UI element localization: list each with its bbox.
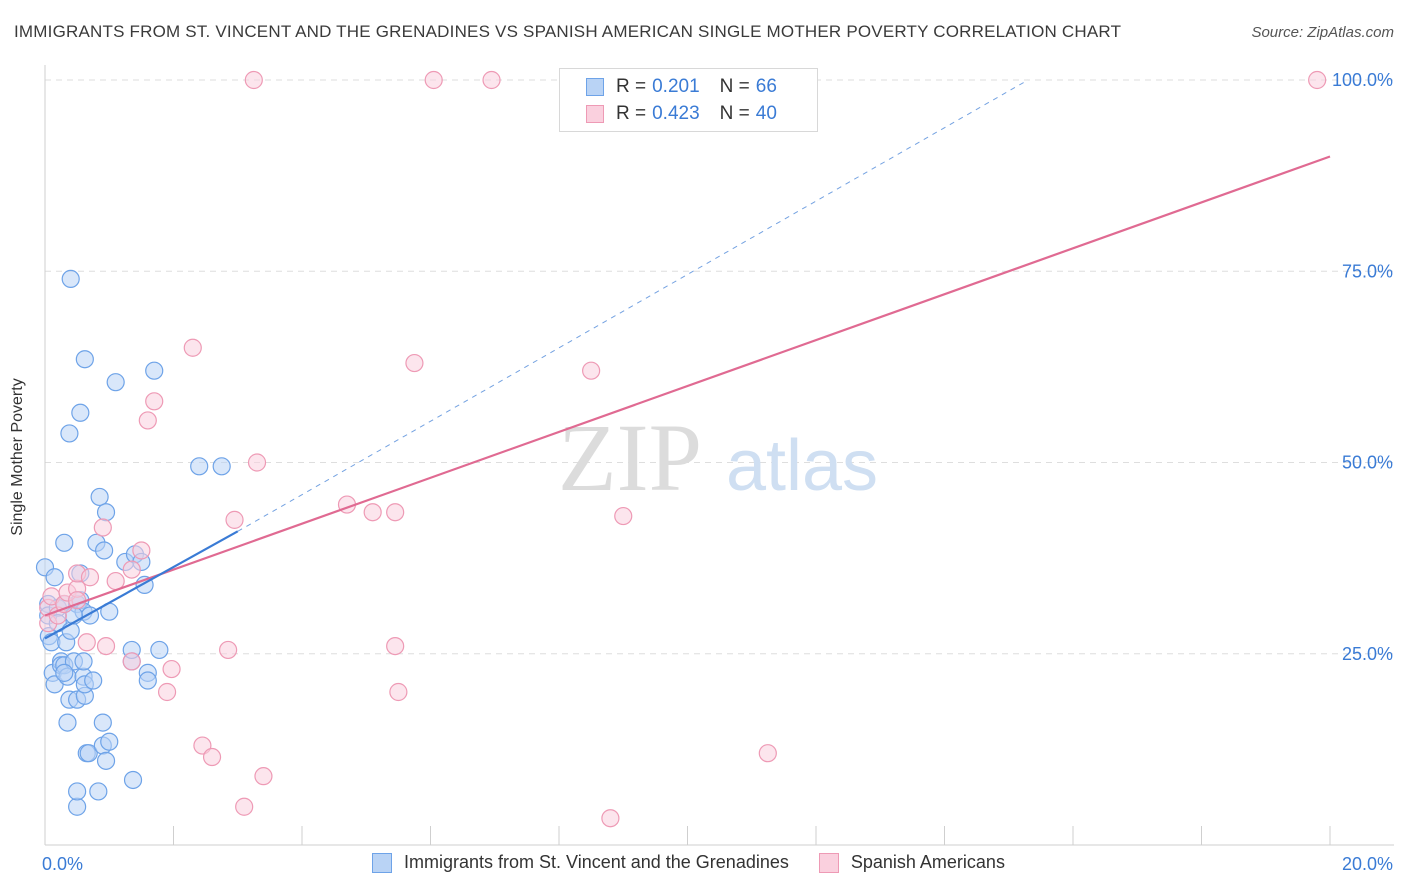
immigrants-point (58, 713, 77, 732)
immigrants-point (138, 671, 157, 690)
series-immigrants-points (35, 269, 231, 816)
spanish-point (80, 568, 100, 587)
spanish-point (254, 767, 273, 786)
immigrants-point (45, 568, 64, 587)
legend-r-value-spanish: 0.423 (652, 103, 700, 124)
immigrants-point (71, 403, 90, 422)
legend-r-label: R = (616, 103, 647, 124)
immigrants-point (55, 663, 74, 682)
spanish-point (162, 659, 181, 679)
immigrants-point (55, 533, 74, 552)
spanish-point (386, 636, 405, 656)
tick-labels: 25.0% 50.0% 75.0% 100.0% 0.0% 20.0% (42, 70, 1393, 874)
series-spanish-points (39, 70, 1327, 828)
spanish-point (424, 70, 443, 90)
spanish-point (219, 640, 238, 660)
immigrants-point (89, 782, 108, 801)
series-legend-swatch-pink (818, 852, 839, 873)
immigrants-point (68, 797, 87, 816)
spanish-point (145, 392, 164, 411)
spanish-point (183, 338, 202, 357)
immigrants-point (90, 487, 109, 507)
spanish-point (482, 70, 501, 90)
x-tick-label: 20.0% (1342, 854, 1393, 874)
gridlines (45, 79, 1394, 655)
immigrants-point (123, 770, 143, 790)
trend-line-immigrants (44, 530, 239, 640)
immigrants-point (106, 373, 125, 392)
spanish-point (235, 797, 254, 816)
y-tick-label: 25.0% (1342, 644, 1393, 664)
chart-title: IMMIGRANTS FROM ST. VINCENT AND THE GREN… (14, 22, 1122, 41)
spanish-point (405, 353, 424, 373)
legend-n-value-spanish: 40 (755, 103, 777, 124)
immigrants-point (79, 744, 98, 763)
source-label: Source: ZipAtlas.com (1251, 24, 1394, 41)
watermark-zip: ZIP (558, 404, 702, 511)
spanish-point (202, 747, 222, 767)
immigrants-point (100, 732, 119, 751)
series-legend: Immigrants from St. Vincent and the Gren… (372, 852, 1035, 873)
legend-n-label: N = (719, 76, 750, 97)
immigrants-point (95, 541, 114, 560)
spanish-point (614, 506, 633, 526)
trend-lines (44, 79, 1331, 640)
immigrants-point (84, 671, 103, 690)
spanish-point (122, 652, 141, 671)
series-legend-spanish[interactable]: Spanish Americans (818, 852, 1005, 873)
spanish-point (247, 453, 267, 472)
spanish-point (386, 503, 405, 522)
immigrants-point (60, 424, 79, 443)
series-legend-label-spanish: Spanish Americans (850, 852, 1005, 872)
y-tick-label: 75.0% (1342, 261, 1393, 281)
series-legend-swatch-blue (372, 852, 392, 873)
x-tick-label: 0.0% (42, 854, 83, 874)
spanish-point (96, 636, 116, 656)
spanish-point (389, 682, 408, 702)
y-tick-label: 100.0% (1332, 70, 1393, 90)
y-tick-label: 50.0% (1342, 453, 1393, 473)
spanish-point (138, 411, 157, 430)
correlation-legend: R = 0.201 N = 66 R = 0.423 N = 40 (559, 68, 818, 132)
spanish-point (132, 541, 151, 560)
legend-swatch-blue (586, 78, 604, 96)
spanish-point (244, 70, 263, 90)
legend-r-label: R = (616, 76, 647, 97)
spanish-point (363, 503, 382, 522)
immigrants-point (96, 751, 116, 770)
immigrants-point (96, 503, 116, 522)
trend-line-spanish (44, 155, 1331, 617)
spanish-point (77, 633, 96, 652)
spanish-point (758, 744, 777, 763)
series-legend-immigrants[interactable]: Immigrants from St. Vincent and the Gren… (372, 852, 789, 873)
immigrants-point (75, 350, 94, 369)
immigrants-point (74, 652, 93, 671)
legend-n-value-immigrants: 66 (755, 76, 777, 97)
legend-row-immigrants: R = 0.201 N = 66 (586, 76, 777, 98)
immigrants-point (145, 361, 164, 380)
immigrants-point (190, 457, 209, 476)
immigrants-point (93, 713, 112, 732)
spanish-point (225, 510, 244, 529)
immigrants-point (150, 640, 169, 660)
legend-r-value-immigrants: 0.201 (652, 76, 700, 97)
series-legend-label-immigrants: Immigrants from St. Vincent and the Gren… (404, 852, 789, 872)
watermark: ZIP atlas (558, 404, 878, 511)
spanish-point (1308, 70, 1327, 90)
watermark-atlas: atlas (726, 426, 878, 506)
immigrants-point (61, 269, 80, 288)
trend-line-immigrants-extension (237, 79, 1029, 532)
spanish-point (601, 809, 620, 828)
legend-row-spanish: R = 0.423 N = 40 (586, 103, 777, 125)
legend-n-label: N = (719, 103, 750, 124)
spanish-point (122, 560, 141, 579)
immigrants-point (212, 457, 231, 476)
spanish-point (93, 518, 112, 537)
spanish-point (157, 682, 177, 702)
spanish-point (582, 361, 601, 380)
legend-swatch-pink (586, 105, 604, 123)
immigrants-point (68, 782, 87, 801)
axes (44, 65, 1394, 846)
